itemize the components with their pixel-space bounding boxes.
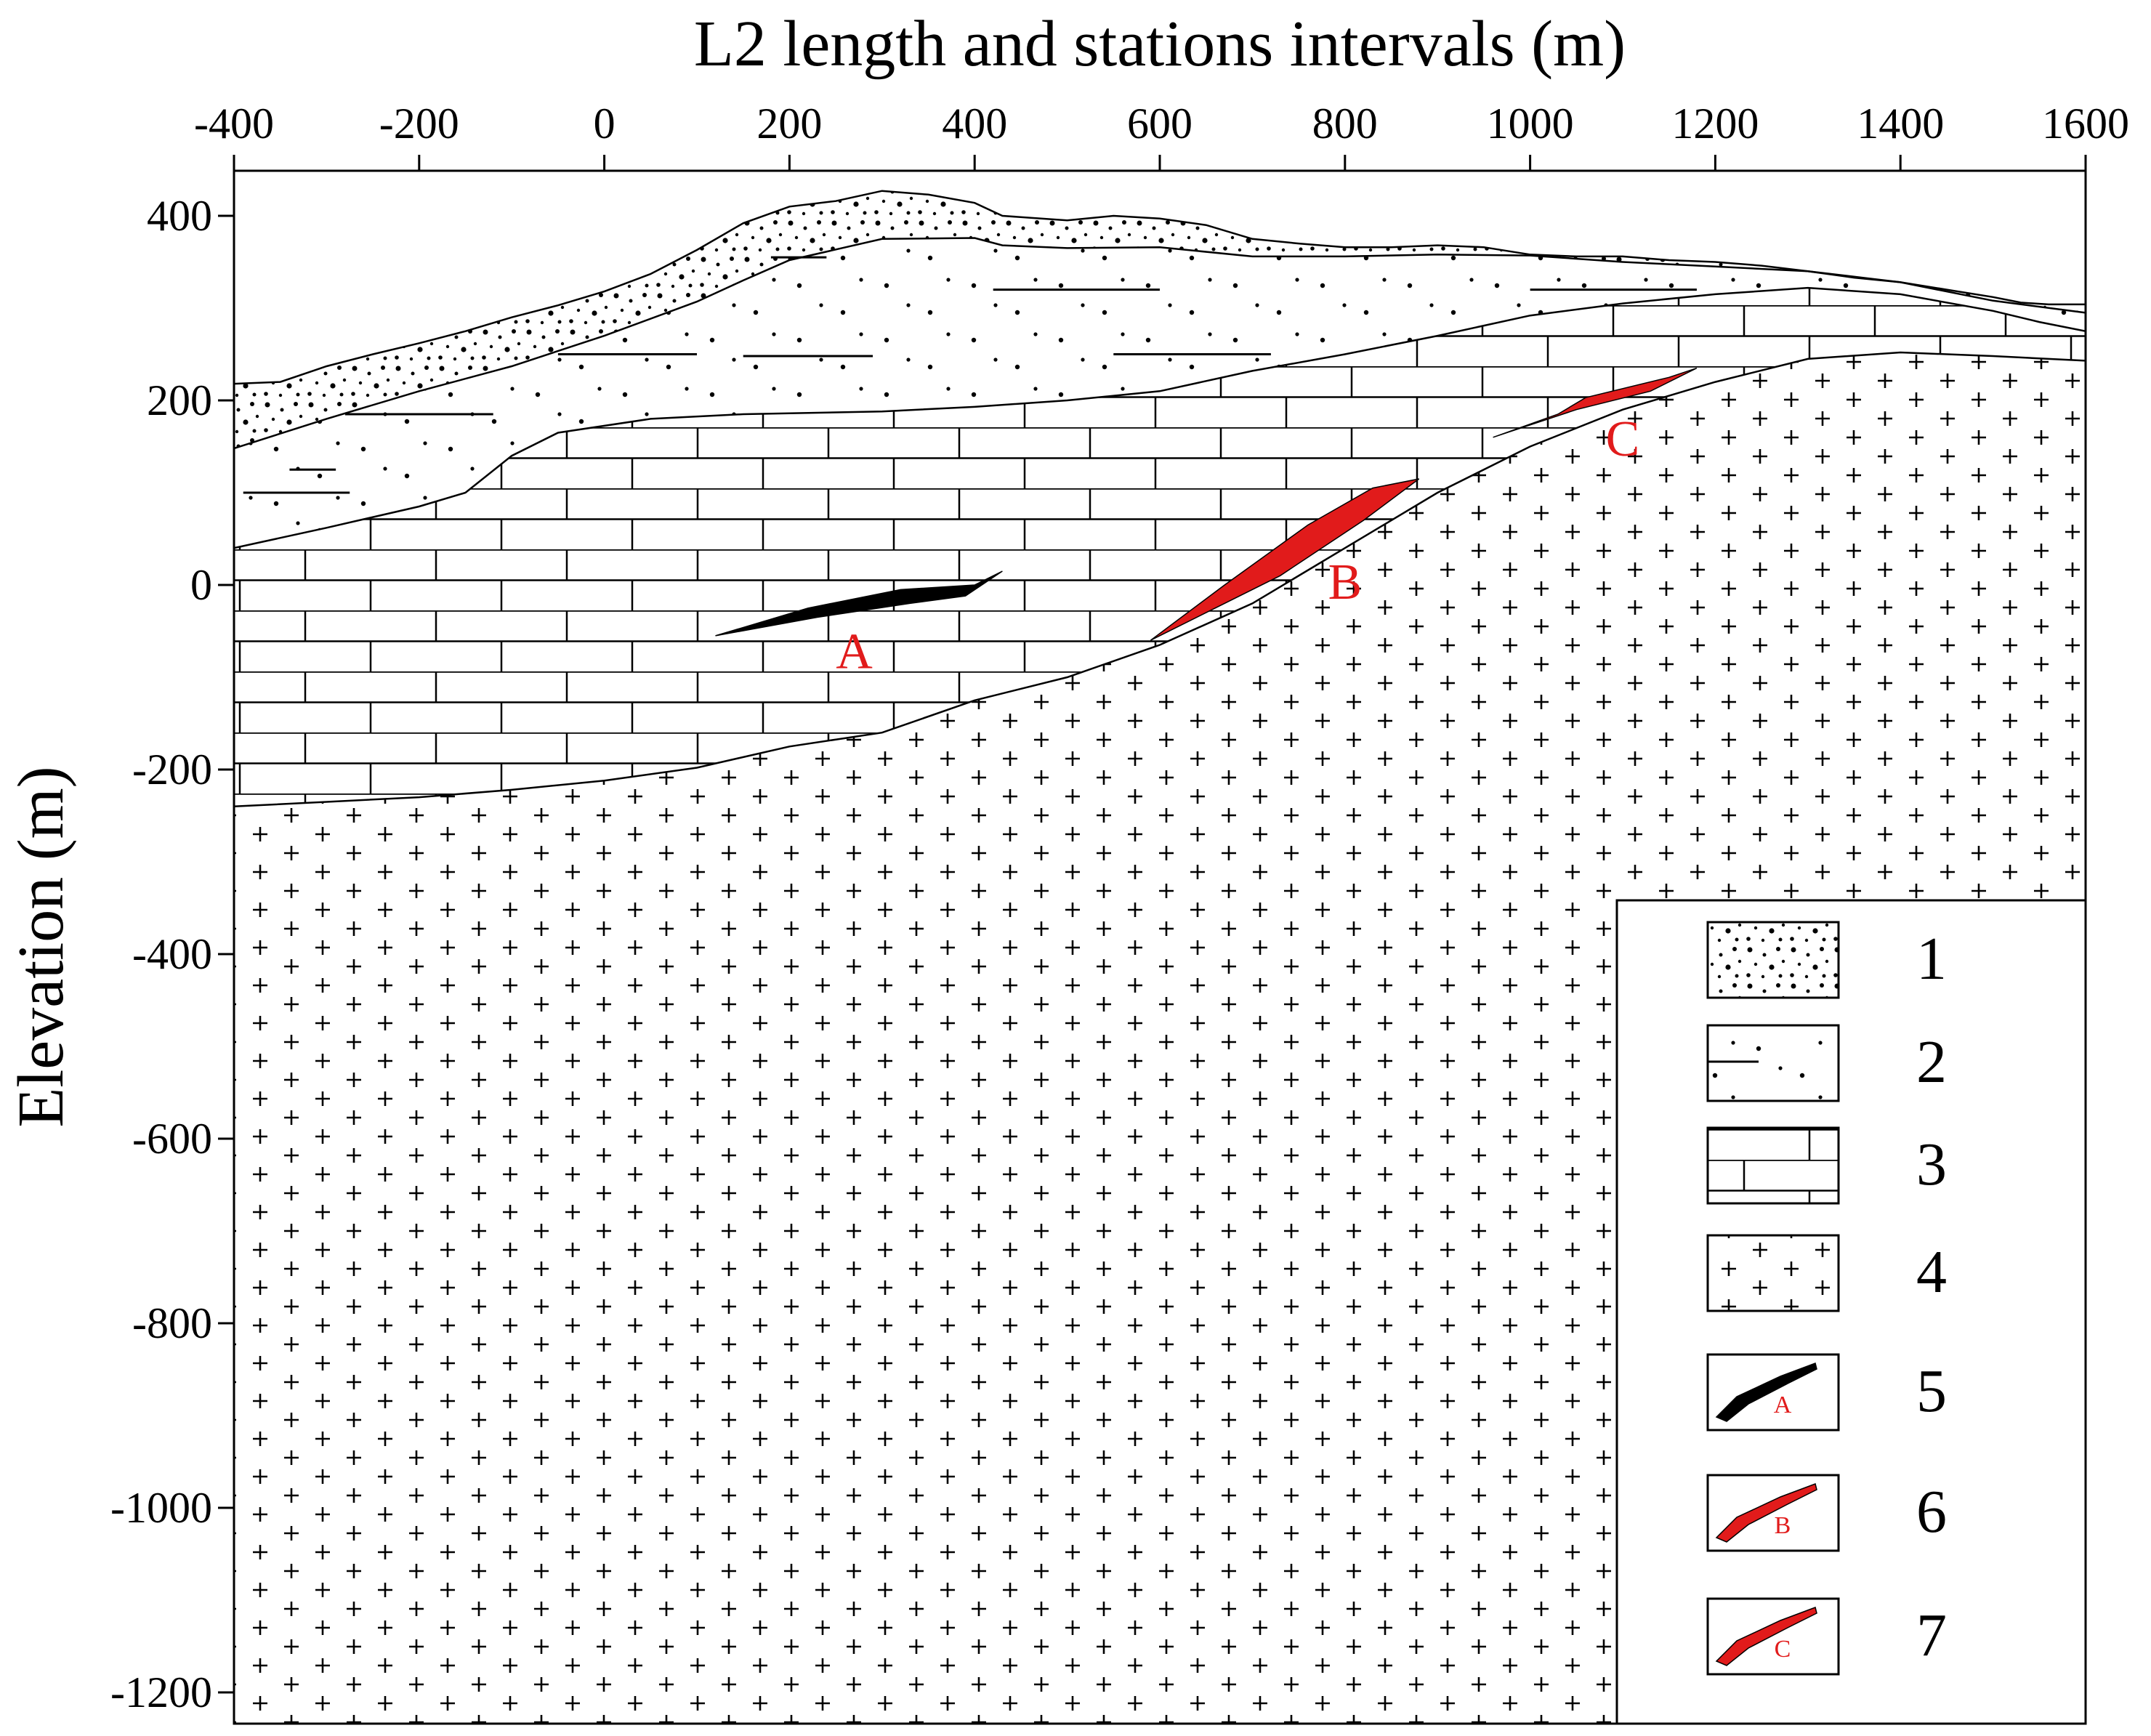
cover-layer (234, 190, 2086, 448)
legend-box (1615, 899, 2087, 1725)
sand-top-line (234, 237, 2086, 450)
x-tick-label: 600 (1127, 100, 1192, 148)
orebody-b (1150, 478, 1420, 641)
orebody-c (1493, 367, 1698, 438)
orebody-b-label: B (1328, 554, 1362, 610)
legend-number: 5 (1916, 1357, 1947, 1425)
orebody-c-label: C (1606, 411, 1640, 467)
legend-item-1: 1 (1706, 921, 1947, 999)
legend-number: 3 (1916, 1131, 1947, 1198)
orebody-b-icon (1715, 1483, 1817, 1543)
legend-number: 4 (1916, 1238, 1947, 1306)
y-axis-title: Elevation (m) (5, 766, 77, 1127)
x-tick-label: 1400 (1857, 100, 1944, 148)
legend-item-2: 2 (1706, 1024, 1947, 1102)
legend-number: 6 (1916, 1478, 1947, 1546)
y-tick-label: -400 (132, 930, 212, 978)
y-tick-label: 0 (190, 561, 212, 609)
x-tick-label: -400 (194, 100, 274, 148)
x-tick-label: 400 (942, 100, 1007, 148)
legend-letter: B (1775, 1512, 1791, 1539)
legend-letter: C (1775, 1636, 1791, 1663)
limestone-layer (234, 288, 2086, 807)
x-tick-label: 1200 (1671, 100, 1759, 148)
x-axis: -400 -200 0 200 400 600 800 1000 1200 1400 1600 (194, 100, 2129, 171)
y-tick-label: 200 (147, 376, 212, 424)
granite-top-line (234, 351, 2086, 808)
legend-letter: A (1774, 1392, 1792, 1418)
limestone-top-line (234, 286, 2086, 549)
y-axis: 400 200 0 -200 -400 -600 -800 -1000 -1200 (110, 192, 234, 1716)
sand-layer (234, 238, 2086, 549)
y-tick-label: 400 (147, 192, 212, 240)
dotted-sand-icon (1706, 1024, 1840, 1102)
orebody-c-icon (1715, 1607, 1817, 1666)
legend-item-4: 4 (1706, 1234, 1947, 1312)
granite-icon (1706, 1234, 1840, 1312)
x-tick-label: 1600 (2042, 100, 2129, 148)
y-tick-label: -1200 (110, 1668, 212, 1716)
limestone-icon (1706, 1126, 1840, 1205)
x-axis-title: L2 length and stations intervals (m) (694, 8, 1626, 80)
y-tick-label: -800 (132, 1299, 212, 1347)
x-tick-label: 0 (594, 100, 616, 148)
y-tick-label: -200 (132, 746, 212, 794)
y-tick-label: -1000 (110, 1484, 212, 1532)
coarse-sand-icon (1706, 921, 1840, 999)
x-tick-label: 1000 (1487, 100, 1574, 148)
orebody-a-icon (1715, 1362, 1817, 1422)
ore-bodies: A B C (715, 367, 1698, 679)
legend-number: 7 (1916, 1602, 1947, 1669)
legend-item-3: 3 (1706, 1126, 1947, 1205)
orebody-a-label: A (836, 623, 873, 679)
legend-number: 1 (1916, 925, 1947, 993)
x-tick-label: 200 (756, 100, 822, 148)
x-tick-label: -200 (379, 100, 459, 148)
orebody-a (715, 570, 1003, 637)
legend-number: 2 (1916, 1028, 1947, 1096)
y-tick-label: -600 (132, 1115, 212, 1163)
x-tick-label: 800 (1312, 100, 1378, 148)
